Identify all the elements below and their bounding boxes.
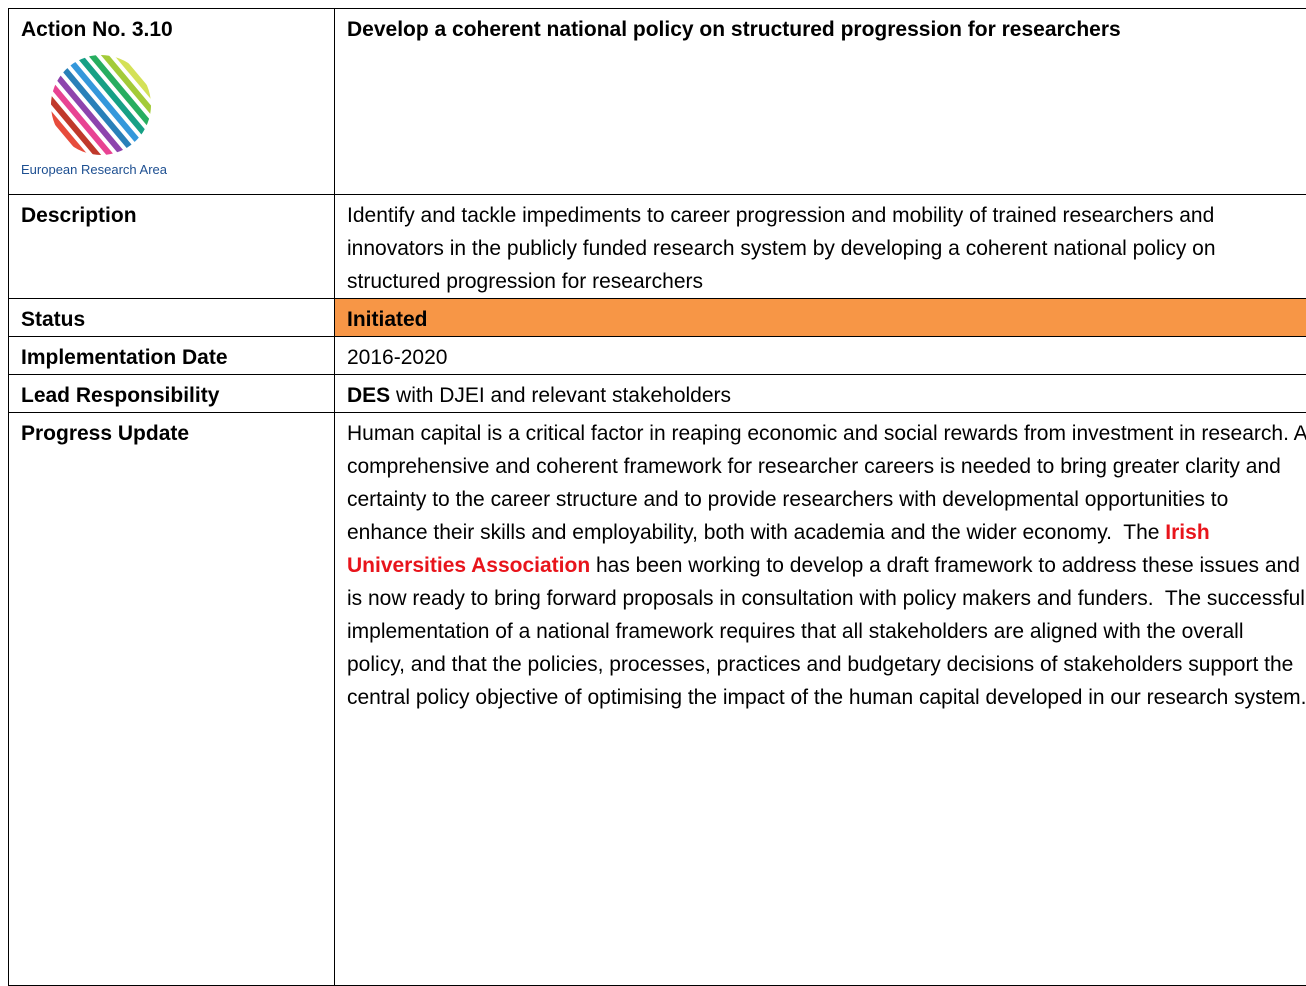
row-value: Identify and tackle impediments to caree… xyxy=(335,195,1306,299)
row-value: Human capital is a critical factor in re… xyxy=(335,413,1306,986)
title-cell: Develop a coherent national policy on st… xyxy=(335,9,1306,195)
lead-rest: with DJEI and relevant stakeholders xyxy=(390,384,731,407)
action-table: Action No. 3.10 xyxy=(8,8,1306,986)
row: Lead Responsibility DES with DJEI and re… xyxy=(9,375,1306,413)
action-label: Action No. 3.10 xyxy=(21,18,173,41)
row-key: Status xyxy=(9,299,335,337)
row: Status Initiated xyxy=(9,299,1306,337)
status-value: Initiated xyxy=(335,299,1306,337)
lead-bold: DES xyxy=(347,384,390,407)
action-title: Develop a coherent national policy on st… xyxy=(347,18,1121,41)
row-key: Lead Responsibility xyxy=(9,375,335,413)
row: Progress Update Human capital is a criti… xyxy=(9,413,1306,986)
era-logo xyxy=(43,50,163,160)
row-key: Implementation Date xyxy=(9,337,335,375)
row-key: Progress Update xyxy=(9,413,335,986)
progress-text: Human capital is a critical factor in re… xyxy=(347,422,1306,544)
row-value: 2016-2020 xyxy=(335,337,1306,375)
header-row: Action No. 3.10 xyxy=(9,9,1306,195)
row: Description Identify and tackle impedime… xyxy=(9,195,1306,299)
row-value: DES with DJEI and relevant stakeholders xyxy=(335,375,1306,413)
row: Implementation Date 2016-2020 xyxy=(9,337,1306,375)
row-key: Description xyxy=(9,195,335,299)
logo-caption: European Research Area xyxy=(21,162,324,178)
header-cell: Action No. 3.10 xyxy=(9,9,335,195)
progress-text: has been working to develop a draft fram… xyxy=(347,554,1306,709)
